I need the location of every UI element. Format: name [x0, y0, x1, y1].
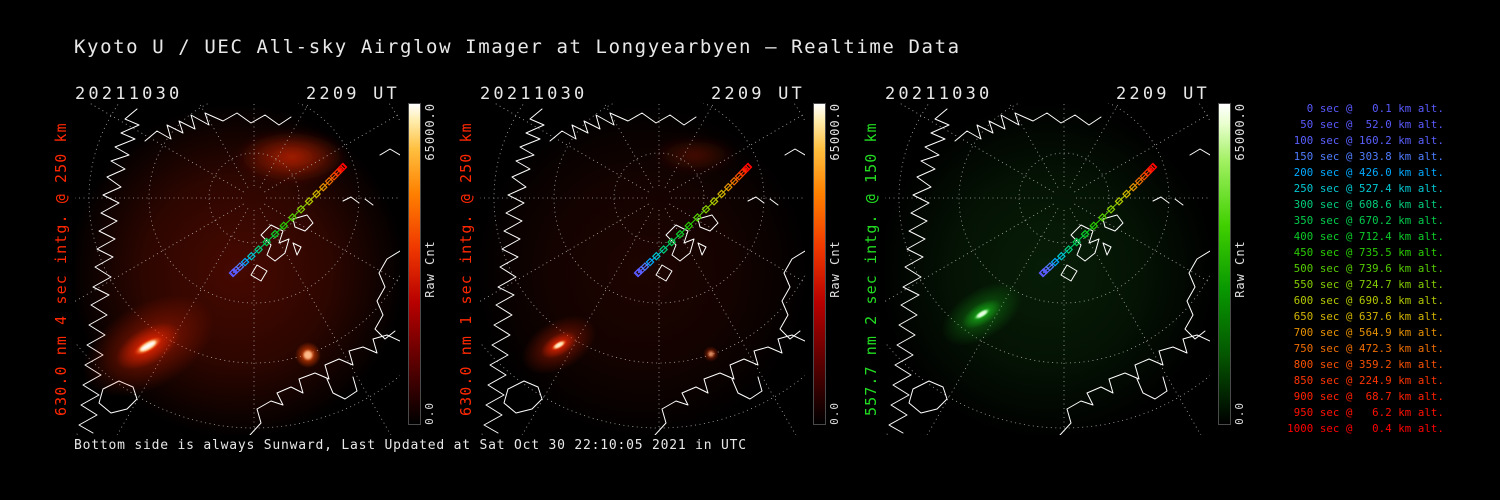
obs-date: 20211030 — [885, 84, 993, 104]
legend-entry: 50 sec @ 52.0 km alt. — [1287, 118, 1444, 131]
allsky-map — [885, 103, 1210, 435]
legend-entry: 700 sec @ 564.9 km alt. — [1287, 326, 1444, 339]
legend-entry: 650 sec @ 637.6 km alt. — [1287, 310, 1444, 323]
allsky-map — [480, 103, 805, 435]
obs-time: 2209 UT — [710, 84, 805, 104]
legend-entry: 800 sec @ 359.2 km alt. — [1287, 358, 1444, 371]
colorbar-min-value: 0.0 — [828, 402, 841, 425]
footer-status-text: Bottom side is always Sunward, Last Upda… — [74, 438, 747, 453]
wavelength-label: 630.0 nm 4 sec intg. @ 250 km — [52, 122, 70, 416]
wavelength-label: 557.7 nm 2 sec intg. @ 150 km — [862, 122, 880, 416]
colorbar-max-value: 65000.0 — [828, 103, 842, 161]
legend-entry: 450 sec @ 735.5 km alt. — [1287, 246, 1444, 259]
legend-entry: 0 sec @ 0.1 km alt. — [1287, 102, 1444, 115]
colorbar-gradient — [408, 103, 421, 425]
allsky-map-svg — [75, 103, 400, 435]
allsky-map-svg — [885, 103, 1210, 435]
colorbar: 65000.0 Raw Cnt 0.0 — [408, 103, 456, 435]
allsky-map-svg — [480, 103, 805, 435]
colorbar-min-value: 0.0 — [1233, 402, 1246, 425]
legend-entry: 850 sec @ 224.9 km alt. — [1287, 374, 1444, 387]
colorbar-max-value: 65000.0 — [423, 103, 437, 161]
colorbar: 65000.0 Raw Cnt 0.0 — [1218, 103, 1266, 435]
obs-date: 20211030 — [480, 84, 588, 104]
legend-entry: 900 sec @ 68.7 km alt. — [1287, 390, 1444, 403]
legend-entry: 1000 sec @ 0.4 km alt. — [1287, 422, 1444, 435]
colorbar: 65000.0 Raw Cnt 0.0 — [813, 103, 861, 435]
legend-entry: 250 sec @ 527.4 km alt. — [1287, 182, 1444, 195]
colorbar-units-label: Raw Cnt — [423, 240, 437, 298]
colorbar-max-value: 65000.0 — [1233, 103, 1247, 161]
obs-date: 20211030 — [75, 84, 183, 104]
colorbar-units-label: Raw Cnt — [828, 240, 842, 298]
imager-panel-630nm-4sec: 20211030 2209 UT 630.0 nm 4 sec intg. @ … — [52, 84, 457, 456]
colorbar-gradient — [813, 103, 826, 425]
legend-entry: 950 sec @ 6.2 km alt. — [1287, 406, 1444, 419]
legend-entry: 350 sec @ 670.2 km alt. — [1287, 214, 1444, 227]
legend-entry: 550 sec @ 724.7 km alt. — [1287, 278, 1444, 291]
colorbar-min-value: 0.0 — [423, 402, 436, 425]
obs-time: 2209 UT — [1115, 84, 1210, 104]
colorbar-gradient — [1218, 103, 1231, 425]
imager-panel-557nm-2sec: 20211030 2209 UT 557.7 nm 2 sec intg. @ … — [862, 84, 1267, 456]
imager-panel-630nm-1sec: 20211030 2209 UT 630.0 nm 1 sec intg. @ … — [457, 84, 862, 456]
legend-entry: 500 sec @ 739.6 km alt. — [1287, 262, 1444, 275]
legend-entry: 150 sec @ 303.8 km alt. — [1287, 150, 1444, 163]
legend-entry: 750 sec @ 472.3 km alt. — [1287, 342, 1444, 355]
legend-entry: 600 sec @ 690.8 km alt. — [1287, 294, 1444, 307]
legend-entry: 300 sec @ 608.6 km alt. — [1287, 198, 1444, 211]
track-altitude-legend: 0 sec @ 0.1 km alt. 50 sec @ 52.0 km alt… — [1287, 101, 1444, 437]
legend-entry: 400 sec @ 712.4 km alt. — [1287, 230, 1444, 243]
legend-entry: 100 sec @ 160.2 km alt. — [1287, 134, 1444, 147]
page-title: Kyoto U / UEC All-sky Airglow Imager at … — [74, 36, 961, 58]
legend-entry: 200 sec @ 426.0 km alt. — [1287, 166, 1444, 179]
obs-time: 2209 UT — [305, 84, 400, 104]
colorbar-units-label: Raw Cnt — [1233, 240, 1247, 298]
allsky-map — [75, 103, 400, 435]
wavelength-label: 630.0 nm 1 sec intg. @ 250 km — [457, 122, 475, 416]
